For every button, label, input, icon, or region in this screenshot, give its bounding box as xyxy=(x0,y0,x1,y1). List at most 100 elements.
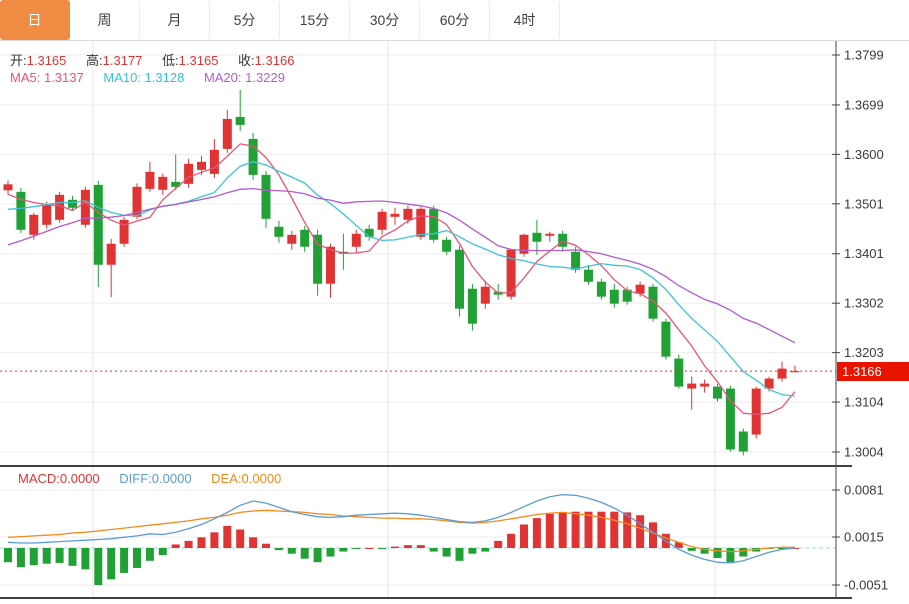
candle-body xyxy=(16,191,26,230)
candle-body xyxy=(287,234,297,244)
ma20-readout: MA20: 1.3229 xyxy=(204,70,285,85)
macd-hist-bar xyxy=(210,532,219,548)
macd-hist-bar xyxy=(403,545,412,548)
candle-body xyxy=(532,232,542,242)
macd-hist-bar xyxy=(494,540,503,548)
macd-value: 0.0000 xyxy=(59,471,100,486)
macd-hist-bar xyxy=(133,548,141,568)
macd-hist-bar xyxy=(429,548,438,552)
macd-hist-bar xyxy=(597,511,606,548)
candle-body xyxy=(326,246,335,284)
macd-hist-bar xyxy=(700,548,709,554)
macd-hist-bar xyxy=(313,548,322,563)
macd-hist-bar xyxy=(713,548,722,558)
macd-hist-bar xyxy=(545,513,554,548)
candle-body xyxy=(467,288,477,324)
candle-body xyxy=(790,371,800,373)
price-axis-tick-label: 1.3799 xyxy=(844,48,884,63)
candle-body xyxy=(106,243,116,265)
tab-60min[interactable]: 60分 xyxy=(420,0,490,40)
candle-body xyxy=(158,176,168,190)
candle-body xyxy=(222,118,232,149)
diff-value: 0.0000 xyxy=(151,471,192,486)
candle-body xyxy=(571,251,581,270)
macd-hist-bar xyxy=(507,533,516,548)
ohlc-readout: 开:1.3165 高:1.3177 低:1.3165 收:1.3166 xyxy=(10,50,310,69)
ma20-label: MA20: xyxy=(203,70,242,85)
timeframe-tabbar: 日周月 5分 15分 30分 60分 4时 xyxy=(0,0,909,41)
diff-label: DIFF: xyxy=(119,471,152,486)
ma-readout: MA5: 1.3137 MA10: 1.3128 MA20: 1.3229 xyxy=(10,70,301,85)
candle-body xyxy=(377,211,387,230)
open-label: 开: xyxy=(10,53,27,68)
candle-body xyxy=(429,208,439,240)
candle-body xyxy=(416,208,426,237)
macd-hist-bar xyxy=(649,522,657,548)
price-axis-tick-label: 1.3699 xyxy=(844,97,884,112)
low-label: 低: xyxy=(162,53,179,68)
high-label: 高: xyxy=(86,53,103,68)
macd-hist-bar xyxy=(223,525,232,548)
macd-hist-bar xyxy=(300,548,309,559)
candle-body xyxy=(80,189,90,225)
price-axis-tick-label: 1.3104 xyxy=(844,395,884,410)
candle-body xyxy=(738,431,748,452)
macd-hist-bar xyxy=(55,548,64,563)
ma5-line xyxy=(7,143,796,415)
tab-15min[interactable]: 15分 xyxy=(280,0,350,40)
tab-week[interactable]: 周 xyxy=(70,0,140,40)
macd-hist-bar xyxy=(610,511,619,548)
high-value: 1.3177 xyxy=(102,53,143,68)
macd-hist-bar xyxy=(94,548,103,586)
tab-30min[interactable]: 30分 xyxy=(350,0,420,40)
macd-hist-bar xyxy=(4,548,12,563)
candle-body xyxy=(3,184,13,191)
open-readout: 开:1.3165 xyxy=(10,53,66,68)
macd-hist-bar xyxy=(16,548,25,568)
macd-hist-bar xyxy=(636,515,645,548)
tab-5min[interactable]: 5分 xyxy=(210,0,280,40)
macd-hist-bar xyxy=(532,518,541,548)
open-value: 1.3165 xyxy=(26,53,67,68)
candle-body xyxy=(364,228,374,237)
dea-value-readout: DEA:0.0000 xyxy=(211,471,281,486)
price-axis-tick-label: 1.3401 xyxy=(844,246,884,261)
candle-body xyxy=(55,194,65,220)
candle-body xyxy=(674,358,684,387)
price-axis-tick-label: 1.3600 xyxy=(844,147,884,162)
ma5-value: 1.3137 xyxy=(43,70,84,85)
high-readout: 高:1.3177 xyxy=(86,53,142,68)
current-price-badge: 1.3166 xyxy=(837,362,909,381)
candle-body xyxy=(274,226,284,237)
close-value: 1.3166 xyxy=(254,53,295,68)
candle-body xyxy=(68,199,77,208)
candle-body xyxy=(261,174,271,219)
macd-hist-bar xyxy=(339,548,348,552)
candle-body xyxy=(558,233,568,247)
close-label: 收: xyxy=(238,53,255,68)
macd-hist-bar xyxy=(623,512,632,548)
macd-hist-bar xyxy=(120,548,129,573)
tab-month[interactable]: 月 xyxy=(140,0,210,40)
candle-body xyxy=(545,233,555,236)
macd-label: MACD: xyxy=(18,471,60,486)
macd-hist-bar xyxy=(584,511,593,548)
macd-hist-bar xyxy=(558,512,567,548)
macd-value-readout: MACD:0.0000 xyxy=(18,471,100,486)
candle-body xyxy=(725,388,735,450)
macd-hist-bar xyxy=(571,511,580,548)
candle-body xyxy=(622,289,632,302)
candle-body xyxy=(648,286,658,319)
macd-hist-bar xyxy=(158,548,167,556)
low-readout: 低:1.3165 xyxy=(162,53,218,68)
tab-4hour[interactable]: 4时 xyxy=(490,0,560,40)
tab-day[interactable]: 日 xyxy=(0,0,70,40)
macd-hist-bar xyxy=(145,548,154,561)
candle-body xyxy=(751,388,761,435)
macd-hist-bar xyxy=(391,546,399,548)
candle-body xyxy=(132,186,142,217)
candle-body xyxy=(403,208,413,220)
candle-body xyxy=(42,204,52,225)
